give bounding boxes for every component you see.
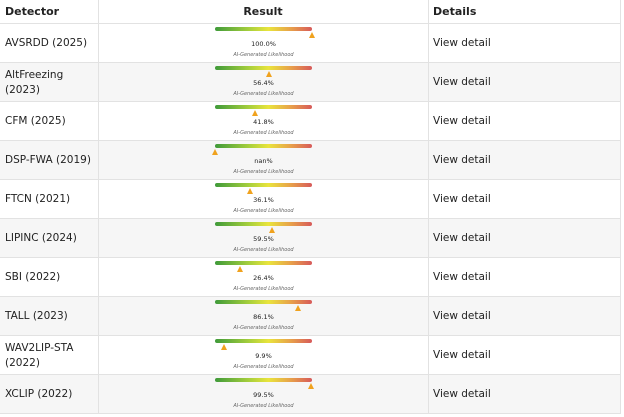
detector-name: AltFreezing (2023) xyxy=(5,68,64,96)
likelihood-value: 56.4% xyxy=(253,79,274,87)
gauge-marker xyxy=(246,188,253,194)
column-divider xyxy=(428,0,429,414)
table-row xyxy=(0,102,621,141)
detector-name: TALL (2023) xyxy=(5,310,68,322)
detector-name: AVSRDD (2025) xyxy=(5,37,88,49)
table-row xyxy=(0,24,621,63)
likelihood-value: 99.5% xyxy=(253,391,274,399)
gauge-caption: AI-Generated Likelihood xyxy=(233,286,294,292)
view-detail-link[interactable]: View detail xyxy=(433,37,491,49)
view-detail-link[interactable]: View detail xyxy=(433,76,491,88)
gauge-caption: AI-Generated Likelihood xyxy=(233,52,294,58)
gauge-caption: AI-Generated Likelihood xyxy=(233,169,294,175)
gauge-marker xyxy=(308,383,314,389)
gauge-caption: AI-Generated Likelihood xyxy=(233,403,294,409)
gauge-bar xyxy=(215,66,312,70)
gauge-caption: AI-Generated Likelihood xyxy=(233,91,294,97)
likelihood-value: 26.4% xyxy=(253,274,274,282)
gauge-bar xyxy=(215,144,312,148)
table-row xyxy=(0,258,621,297)
view-detail-link[interactable]: View detail xyxy=(433,271,491,283)
likelihood-value: 9.9% xyxy=(255,352,272,360)
likelihood-value: nan% xyxy=(254,157,273,165)
gauge-caption: AI-Generated Likelihood xyxy=(233,130,294,136)
view-detail-link[interactable]: View detail xyxy=(433,115,491,127)
gauge-caption: AI-Generated Likelihood xyxy=(233,364,294,370)
gauge-marker xyxy=(269,227,276,233)
detector-name: WAV2LIP-STA (2022) xyxy=(5,341,74,369)
gauge-caption: AI-Generated Likelihood xyxy=(233,247,294,253)
gauge-bar xyxy=(215,105,312,109)
detector-name: SBI (2022) xyxy=(5,271,61,283)
view-detail-link[interactable]: View detail xyxy=(433,193,491,205)
column-header: Detector xyxy=(5,5,60,18)
gauge-marker xyxy=(237,266,244,272)
column-divider xyxy=(620,0,621,414)
likelihood-value: 41.8% xyxy=(253,118,274,126)
gauge-marker xyxy=(211,149,218,155)
gauge-caption: AI-Generated Likelihood xyxy=(233,325,294,331)
gauge-bar xyxy=(215,300,312,304)
table-row xyxy=(0,336,621,375)
likelihood-value: 86.1% xyxy=(253,313,274,321)
gauge-bar xyxy=(215,339,312,343)
column-header: Result xyxy=(243,5,283,18)
gauge-bar xyxy=(215,183,312,187)
gauge-marker xyxy=(295,305,302,311)
view-detail-link[interactable]: View detail xyxy=(433,349,491,361)
detector-name: LIPINC (2024) xyxy=(5,232,77,244)
view-detail-link[interactable]: View detail xyxy=(433,232,491,244)
detector-name: FTCN (2021) xyxy=(5,193,71,205)
likelihood-value: 36.1% xyxy=(253,196,274,204)
gauge-bar xyxy=(215,27,312,31)
detector-name: DSP-FWA (2019) xyxy=(5,154,91,166)
column-divider xyxy=(98,0,99,414)
gauge-marker xyxy=(252,110,259,116)
view-detail-link[interactable]: View detail xyxy=(433,154,491,166)
detector-name: CFM (2025) xyxy=(5,115,66,127)
detector-name: XCLIP (2022) xyxy=(5,388,73,400)
column-header: Details xyxy=(433,5,477,18)
gauge-marker xyxy=(221,344,228,350)
view-detail-link[interactable]: View detail xyxy=(433,388,491,400)
likelihood-value: 100.0% xyxy=(251,40,276,48)
gauge-marker xyxy=(266,71,273,77)
header-row xyxy=(0,0,621,24)
table-row xyxy=(0,180,621,219)
gauge-bar xyxy=(215,222,312,226)
view-detail-link[interactable]: View detail xyxy=(433,310,491,322)
gauge-marker xyxy=(308,32,315,38)
gauge-bar xyxy=(215,378,312,382)
gauge-caption: AI-Generated Likelihood xyxy=(233,208,294,214)
likelihood-value: 59.5% xyxy=(253,235,274,243)
gauge-bar xyxy=(215,261,312,265)
